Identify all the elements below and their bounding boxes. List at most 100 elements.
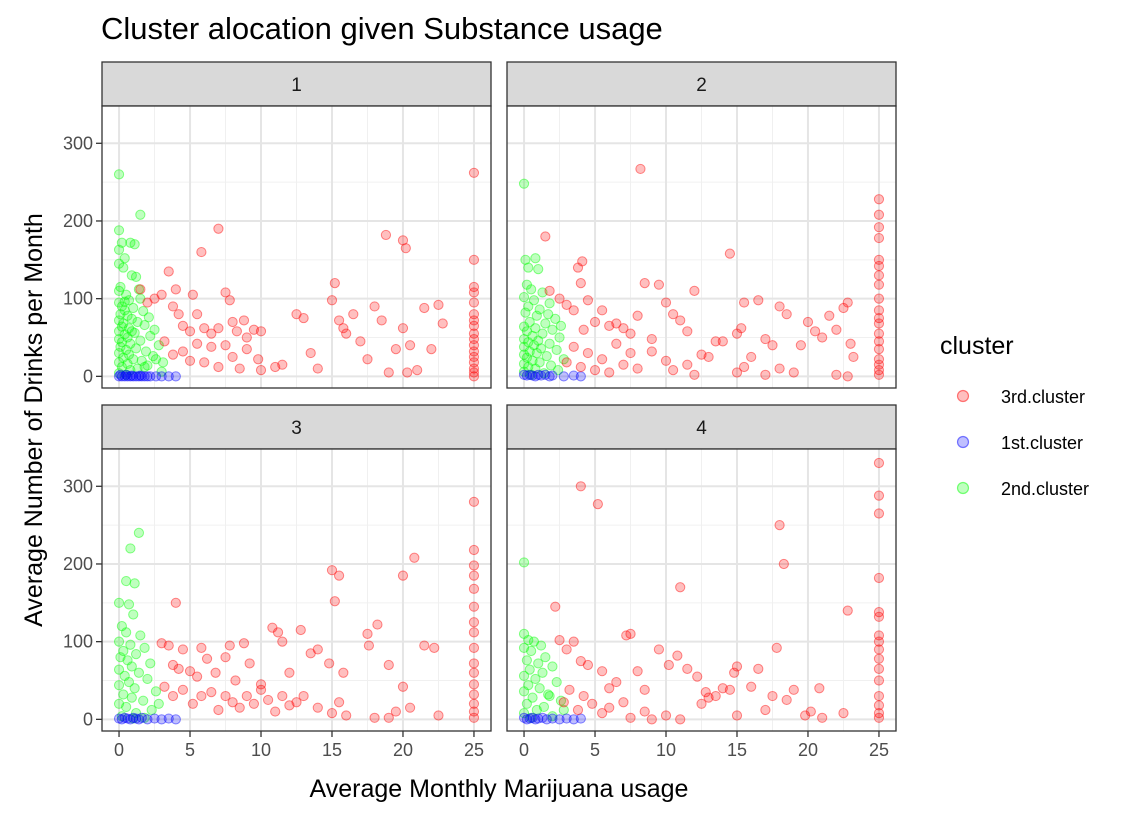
data-point [873,675,885,686]
data-point [533,335,544,346]
data-point [554,635,565,646]
x-tick-label: 5 [590,740,600,760]
data-point [115,369,126,380]
data-point [312,702,323,713]
data-point [518,358,530,370]
data-point [527,330,538,342]
data-point [129,239,140,250]
data-point [572,704,584,716]
data-point [142,673,153,685]
y-tick-label: 300 [63,476,93,496]
facet-panel-2: 2 [506,61,897,389]
data-point [523,262,534,273]
data-point [255,679,267,690]
data-point [128,712,139,723]
data-point [873,457,885,469]
data-point [125,371,136,382]
data-point [468,367,480,378]
data-point [873,508,885,519]
data-point [429,642,440,653]
data-point [113,297,125,308]
data-point [128,354,139,365]
data-point [184,355,196,366]
data-point [125,714,136,725]
x-tick-label: 15 [322,740,342,760]
data-point [326,565,338,576]
data-point [199,357,210,368]
data-point [468,254,480,265]
data-point [873,630,885,641]
data-point [130,708,142,719]
data-point [167,301,179,312]
data-point [227,697,238,708]
data-point [558,371,569,382]
data-point [263,694,274,706]
data-point [468,617,480,628]
data-point [123,599,135,610]
data-point [767,340,778,351]
data-point [660,710,672,721]
data-point [170,714,181,725]
data-point [129,327,140,338]
data-point [587,698,598,709]
data-point [731,661,743,672]
data-point [604,367,615,378]
data-point [568,370,579,381]
data-point [537,712,548,723]
data-point [660,297,672,308]
data-point [295,624,306,636]
data-point [523,680,534,691]
data-point [184,326,196,337]
data-point [128,713,139,724]
data-point [118,318,129,329]
data-point [526,712,537,723]
data-point [700,687,711,698]
data-point [568,305,579,316]
data-point [159,336,170,347]
data-point [535,370,547,381]
data-point [760,704,771,716]
y-axis-title: Average Number of Drinks per Month [20,213,48,627]
data-point [547,661,558,672]
data-point [130,713,142,724]
data-point [130,271,142,283]
data-point [312,644,323,655]
data-point [543,689,554,700]
data-point [163,266,174,277]
data-point [774,363,785,374]
data-point [524,369,535,380]
data-point [122,655,133,666]
data-point [873,270,885,281]
data-point [122,358,133,370]
data-point [163,640,174,651]
data-point [135,209,146,220]
points [518,457,885,725]
data-point [157,357,169,368]
data-point [530,673,541,685]
data-point [668,309,679,320]
data-point [338,323,349,334]
data-point [537,328,548,339]
data-point [173,663,184,674]
data-point [149,324,160,335]
data-point [575,278,586,289]
data-point [153,698,164,709]
data-point [121,575,132,587]
data-point [167,349,179,360]
data-point [397,681,409,692]
data-point [604,320,615,331]
data-point [523,337,534,348]
data-point [206,687,217,698]
data-point [412,365,423,376]
data-point [568,714,579,725]
data-point [113,368,125,379]
data-point [126,270,137,281]
data-point [873,305,885,316]
data-point [329,596,340,607]
data-point [113,326,125,337]
data-point [341,710,352,721]
data-point [121,701,132,713]
data-point [738,361,750,373]
data-point [831,369,842,380]
